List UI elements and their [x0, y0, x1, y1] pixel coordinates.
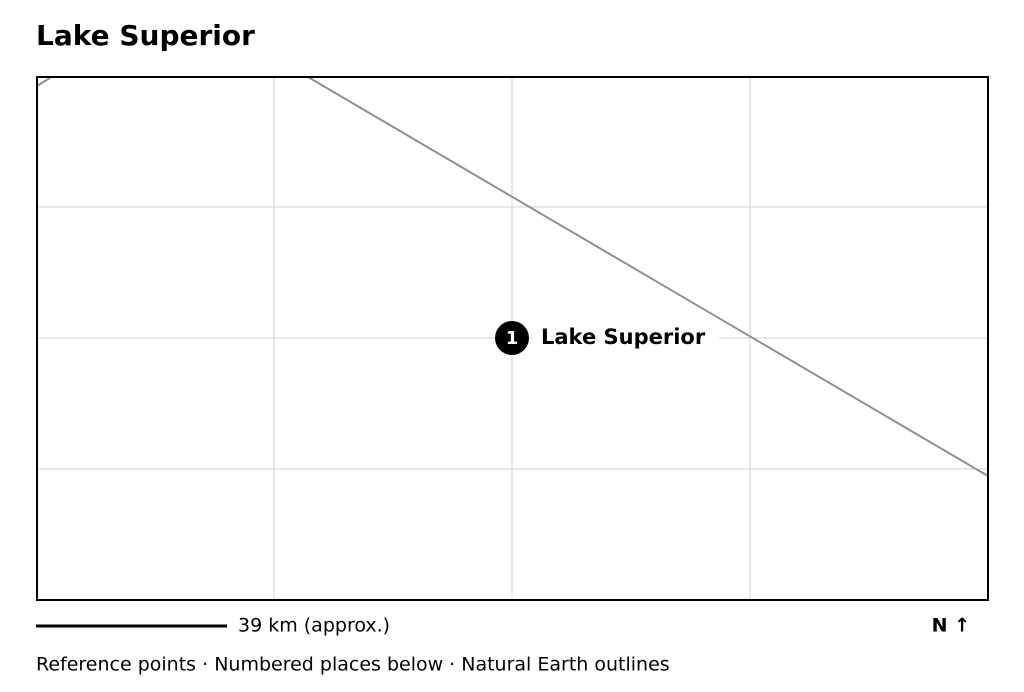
map-frame — [36, 76, 989, 601]
marker-number: 1 — [506, 328, 519, 349]
scale-label: 39 km (approx.) — [238, 615, 390, 637]
outline — [307, 76, 989, 477]
marker-label: Lake Superior — [541, 325, 706, 349]
coastline — [36, 76, 989, 477]
north-arrow: N ↑ — [932, 615, 970, 637]
marker[interactable] — [495, 321, 529, 355]
outline — [36, 77, 51, 87]
title: Lake Superior — [36, 19, 255, 52]
label-halo — [533, 322, 719, 354]
footer: Reference points · Numbered places below… — [36, 654, 670, 676]
